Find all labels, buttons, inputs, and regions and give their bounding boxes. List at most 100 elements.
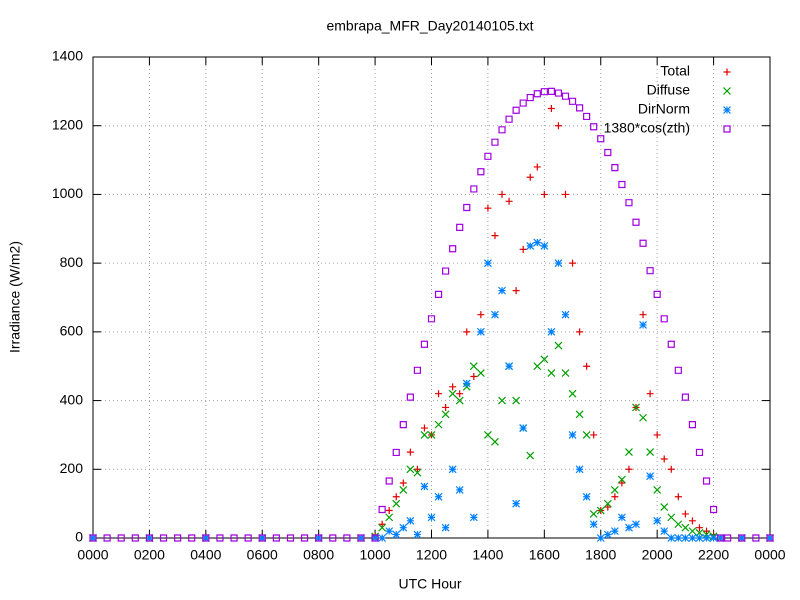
point — [272, 534, 280, 542]
point — [392, 493, 400, 501]
point — [117, 534, 125, 542]
point — [646, 448, 655, 457]
point — [625, 199, 633, 207]
point — [575, 465, 584, 474]
point — [632, 403, 640, 412]
point — [435, 390, 443, 398]
point — [399, 523, 408, 532]
point — [766, 534, 774, 542]
point — [406, 516, 415, 525]
point — [188, 534, 196, 542]
legend-marker — [723, 106, 731, 114]
point — [681, 393, 689, 401]
point — [103, 534, 111, 542]
point — [526, 242, 535, 250]
point — [357, 534, 365, 542]
point — [547, 105, 555, 113]
point — [589, 510, 598, 518]
point — [737, 534, 746, 542]
point — [456, 390, 464, 398]
point — [674, 366, 682, 374]
point — [413, 468, 422, 477]
point — [533, 362, 542, 371]
point — [469, 362, 478, 371]
point — [703, 527, 711, 535]
y-tick-label: 200 — [60, 460, 84, 476]
point — [244, 534, 252, 542]
point — [639, 413, 647, 422]
point — [470, 185, 478, 193]
point — [674, 520, 683, 529]
x-tick-label: 0200 — [134, 547, 165, 563]
point — [420, 424, 428, 432]
point — [174, 534, 182, 542]
point — [667, 534, 676, 542]
point — [632, 218, 640, 226]
point — [695, 534, 704, 542]
point — [371, 534, 379, 542]
x-tick-label: 1800 — [585, 547, 616, 563]
point — [674, 493, 682, 501]
point — [554, 89, 563, 97]
point — [618, 180, 626, 189]
point — [449, 245, 457, 253]
point — [519, 99, 527, 107]
legend-marker — [723, 87, 731, 95]
point — [738, 534, 746, 542]
point — [717, 534, 725, 542]
point — [589, 520, 598, 529]
point — [569, 259, 577, 267]
point — [702, 477, 711, 485]
point — [617, 513, 626, 522]
point — [498, 286, 506, 295]
x-tick-label: 1000 — [360, 547, 391, 563]
x-tick-label: 0000 — [754, 547, 785, 563]
x-tick-label: 1400 — [472, 547, 503, 563]
point — [300, 534, 309, 542]
point — [688, 421, 697, 429]
series-2 — [89, 238, 774, 542]
point — [399, 421, 407, 429]
point — [533, 163, 541, 171]
point — [611, 164, 619, 172]
point — [688, 534, 697, 542]
point — [667, 340, 675, 348]
legend-label: 1380*cos(zth) — [604, 120, 690, 136]
point — [392, 499, 401, 508]
legend-label: Diffuse — [647, 82, 691, 98]
point — [441, 410, 450, 419]
point — [667, 513, 676, 522]
point — [547, 87, 555, 95]
x-tick-label: 0800 — [303, 547, 334, 563]
point — [357, 534, 365, 542]
point — [688, 527, 697, 536]
series-1 — [89, 341, 774, 542]
point — [505, 197, 513, 205]
point — [547, 369, 556, 378]
point — [371, 534, 380, 542]
point — [604, 148, 612, 157]
point — [568, 389, 577, 398]
point — [413, 465, 421, 473]
point — [491, 437, 499, 446]
point — [561, 369, 570, 378]
point — [406, 448, 414, 456]
point — [709, 534, 718, 542]
point — [202, 534, 210, 542]
point — [597, 135, 605, 143]
x-tick-label: 0600 — [247, 547, 278, 563]
point — [484, 204, 492, 212]
point — [582, 492, 591, 501]
point — [159, 534, 168, 542]
point — [463, 203, 471, 212]
point — [512, 287, 520, 295]
point — [526, 93, 534, 102]
point — [632, 520, 640, 529]
point — [575, 104, 584, 112]
point — [519, 245, 527, 253]
point — [456, 223, 464, 232]
point — [476, 327, 485, 336]
point — [286, 534, 295, 542]
legend-label: DirNorm — [638, 101, 690, 117]
